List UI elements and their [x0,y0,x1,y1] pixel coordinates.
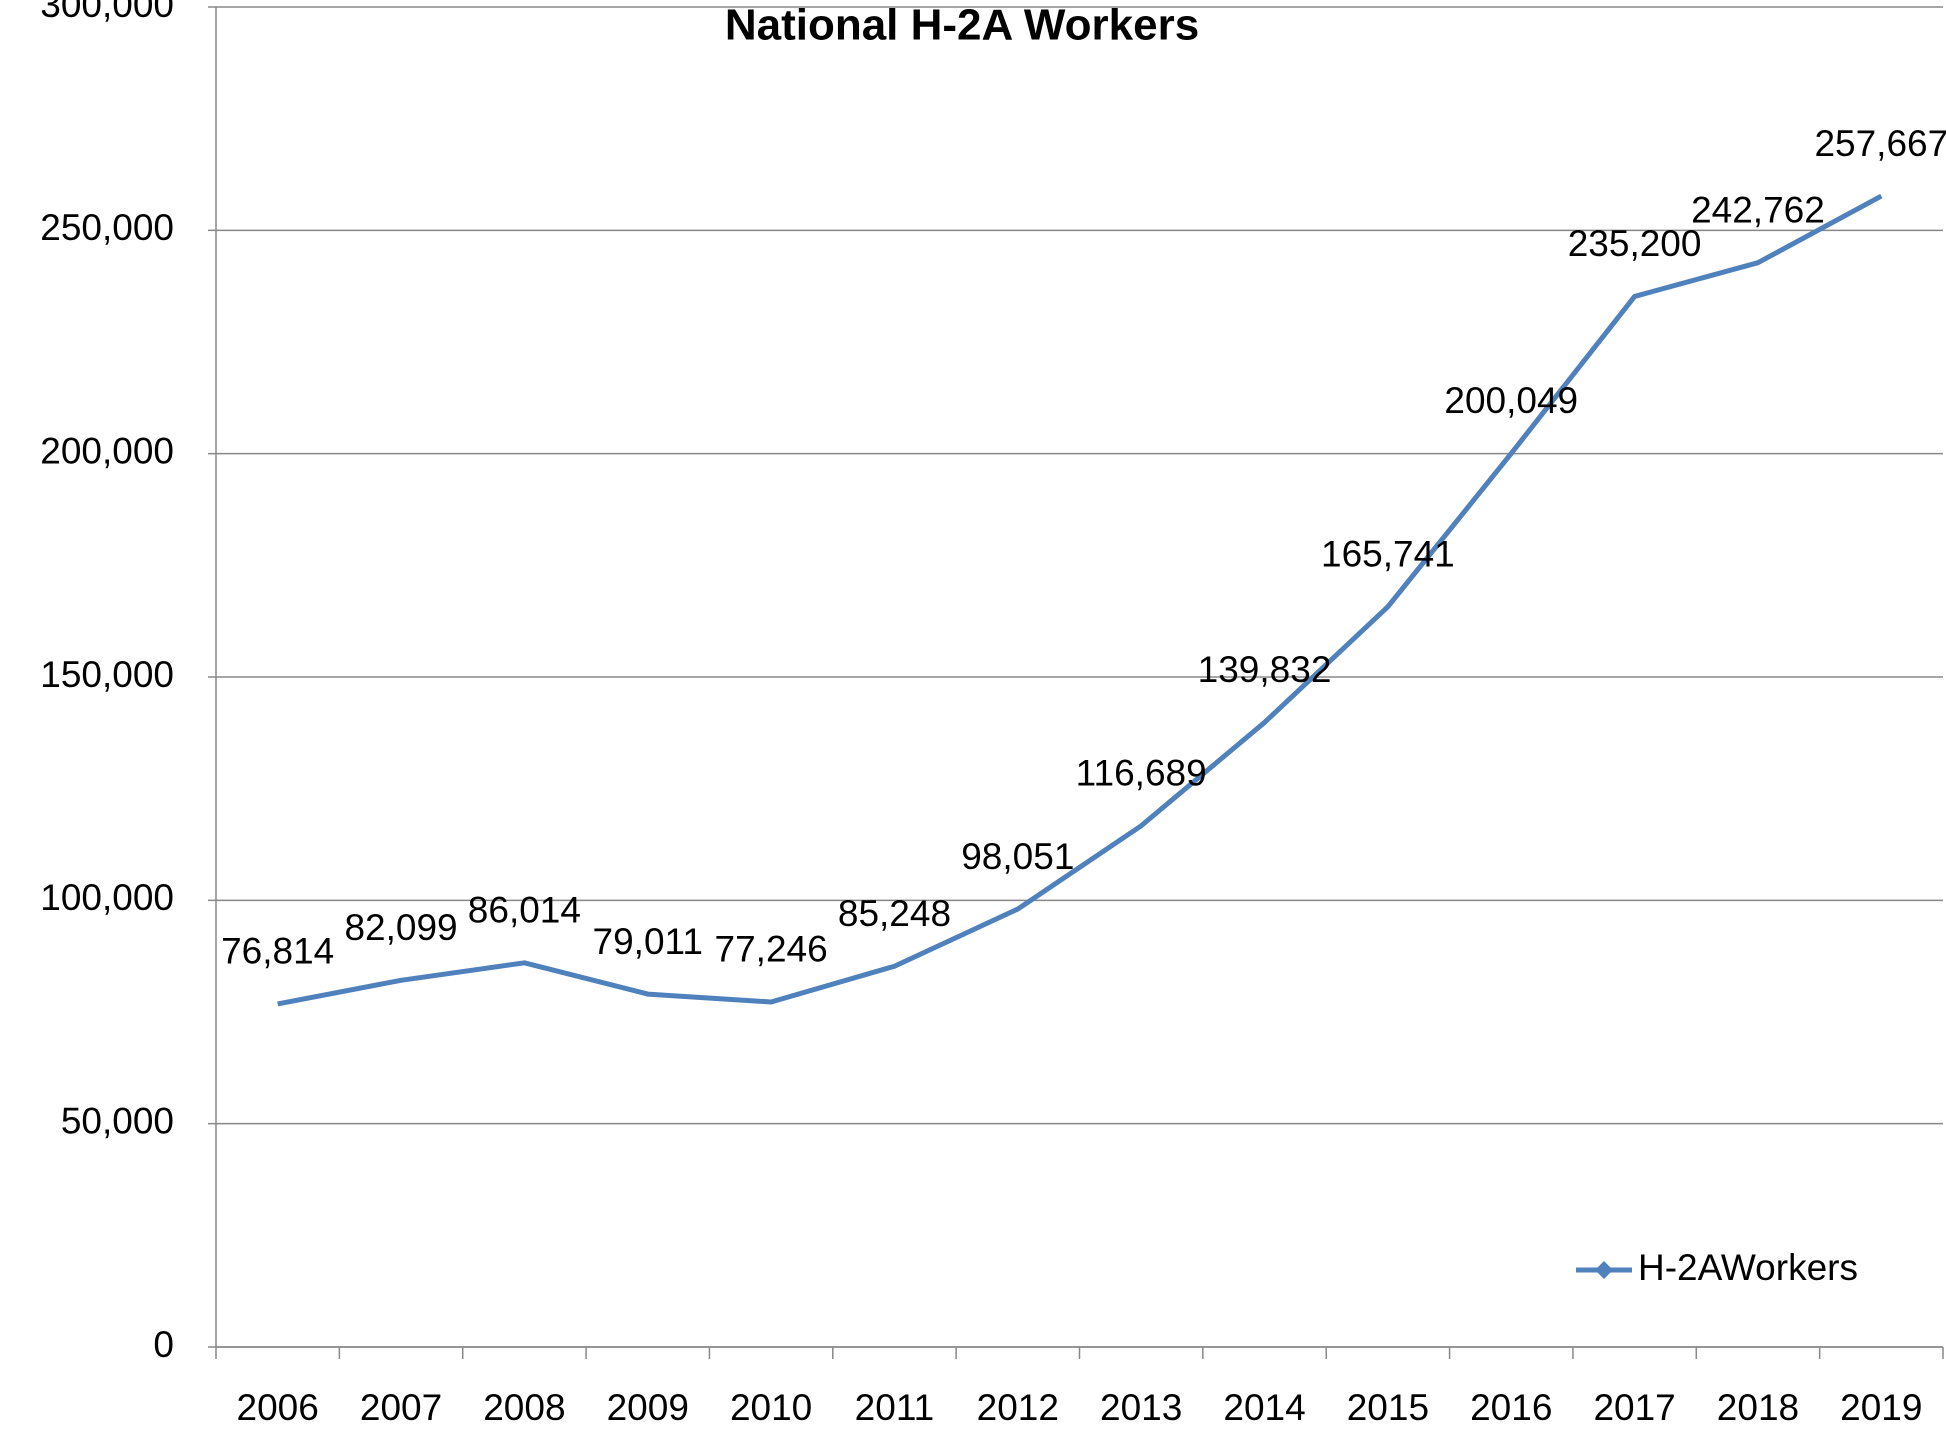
x-tick-label: 2013 [1100,1387,1182,1428]
data-label: 79,011 [593,921,703,962]
y-tick-label: 250,000 [40,207,174,248]
y-tick-label: 300,000 [40,0,174,25]
legend-label: H-2AWorkers [1638,1247,1858,1288]
y-tick-label: 0 [153,1324,174,1365]
data-label: 86,014 [468,890,581,931]
x-tick-label: 2011 [855,1387,935,1428]
x-tick-label: 2014 [1223,1387,1305,1428]
x-tick-label: 2006 [237,1387,319,1428]
data-label: 200,049 [1444,380,1578,421]
data-label: 139,832 [1198,649,1332,690]
data-label: 165,741 [1321,533,1455,574]
x-tick-label: 2016 [1470,1387,1552,1428]
data-label: 257,667 [1814,123,1946,164]
data-label: 242,762 [1691,189,1825,230]
x-tick-label: 2007 [360,1387,442,1428]
y-tick-label: 100,000 [40,877,174,918]
legend-marker [1595,1261,1613,1279]
data-label: 77,246 [715,929,828,970]
data-label: 98,051 [961,836,1074,877]
x-tick-label: 2010 [730,1387,812,1428]
data-label: 116,689 [1076,753,1207,794]
data-label: 85,248 [838,893,951,934]
x-tick-label: 2019 [1840,1387,1922,1428]
x-tick-label: 2009 [607,1387,689,1428]
y-tick-label: 50,000 [61,1100,174,1141]
chart-title: National H-2A Workers [725,1,1199,50]
x-tick-label: 2018 [1717,1387,1799,1428]
x-tick-label: 2008 [483,1387,565,1428]
y-tick-label: 200,000 [40,430,174,471]
data-label: 82,099 [344,907,457,948]
y-tick-label: 150,000 [40,654,174,695]
x-tick-label: 2012 [977,1387,1059,1428]
x-tick-label: 2015 [1347,1387,1429,1428]
data-label: 235,200 [1568,223,1702,264]
x-tick-label: 2017 [1593,1387,1675,1428]
data-label: 76,814 [221,931,334,972]
data-line [277,193,1883,1007]
